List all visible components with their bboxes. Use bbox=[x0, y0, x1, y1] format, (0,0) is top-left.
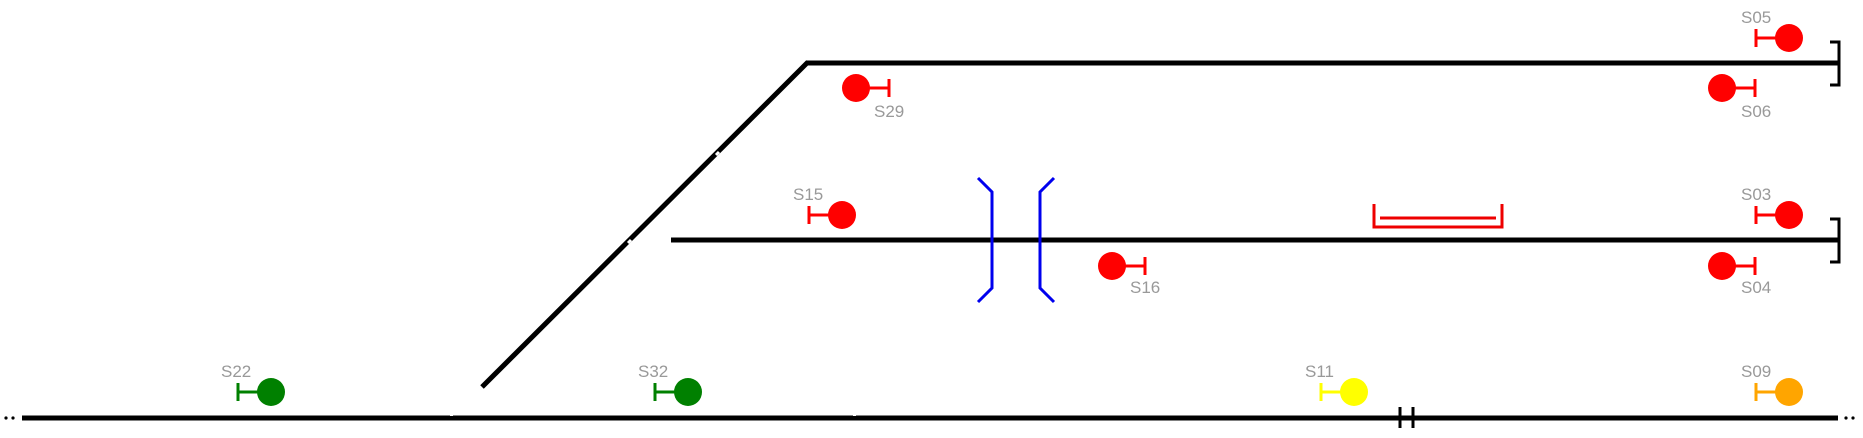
signal-S32[interactable]: S32 bbox=[638, 362, 702, 406]
signal-label: S32 bbox=[638, 362, 668, 381]
signal-S04[interactable]: S04 bbox=[1708, 252, 1771, 297]
main-track-left-continuation bbox=[4, 416, 15, 420]
signal-S09[interactable]: S09 bbox=[1741, 362, 1803, 406]
signal-lamp bbox=[257, 378, 285, 406]
signal-S15[interactable]: S15 bbox=[793, 185, 856, 229]
main-track-right-continuation bbox=[1844, 416, 1855, 420]
top-siding-track bbox=[806, 40, 1841, 87]
signal-label: S15 bbox=[793, 185, 823, 204]
signal-label: S03 bbox=[1741, 185, 1771, 204]
signal-label: S16 bbox=[1130, 278, 1160, 297]
signal-label: S05 bbox=[1741, 8, 1771, 27]
signal-label: S04 bbox=[1741, 278, 1771, 297]
diagonal-track bbox=[480, 60, 810, 389]
signal-lamp bbox=[1775, 201, 1803, 229]
signal-lamp bbox=[1340, 378, 1368, 406]
signal-label: S22 bbox=[221, 362, 251, 381]
signal-lamp bbox=[1775, 24, 1803, 52]
signal-S03[interactable]: S03 bbox=[1741, 185, 1803, 229]
signal-lamp bbox=[1708, 74, 1736, 102]
signal-S16[interactable]: S16 bbox=[1098, 252, 1160, 297]
signal-S06[interactable]: S06 bbox=[1708, 74, 1771, 121]
signal-label: S29 bbox=[874, 102, 904, 121]
signal-lamp bbox=[1098, 252, 1126, 280]
signal-S29[interactable]: S29 bbox=[842, 74, 904, 121]
platform-marker bbox=[1372, 204, 1504, 229]
signal-S05[interactable]: S05 bbox=[1741, 8, 1803, 52]
insulated-joint bbox=[1398, 407, 1415, 428]
signal-label: S11 bbox=[1305, 362, 1334, 381]
signal-S11[interactable]: S11 bbox=[1305, 362, 1368, 406]
main-track bbox=[22, 414, 1838, 421]
signal-S22[interactable]: S22 bbox=[221, 362, 285, 406]
signal-lamp bbox=[1775, 378, 1803, 406]
bridge-marker bbox=[976, 176, 1056, 304]
signal-lamp bbox=[1708, 252, 1736, 280]
middle-siding-track bbox=[671, 217, 1841, 264]
signal-label: S09 bbox=[1741, 362, 1771, 381]
signal-lamp bbox=[842, 74, 870, 102]
signal-lamp bbox=[828, 201, 856, 229]
signal-lamp bbox=[674, 378, 702, 406]
signal-label: S06 bbox=[1741, 102, 1771, 121]
